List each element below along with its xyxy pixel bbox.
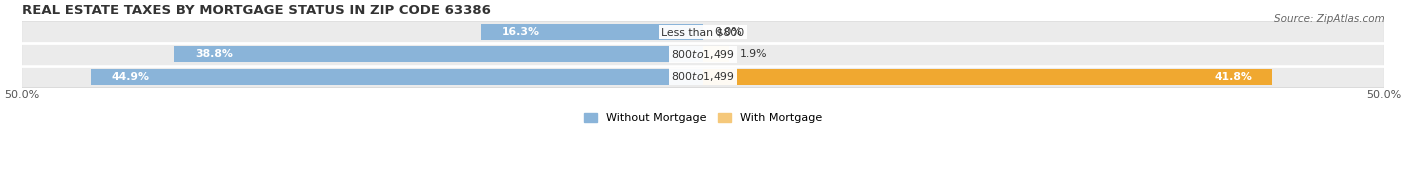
Bar	[703, 46, 728, 62]
FancyBboxPatch shape	[21, 43, 1385, 66]
Bar	[174, 46, 703, 62]
FancyBboxPatch shape	[21, 65, 1385, 88]
Text: 16.3%: 16.3%	[502, 27, 540, 37]
Text: $800 to $1,499: $800 to $1,499	[671, 70, 735, 83]
Text: 38.8%: 38.8%	[195, 49, 233, 59]
FancyBboxPatch shape	[21, 21, 1385, 43]
Bar	[91, 69, 703, 85]
Text: 41.8%: 41.8%	[1215, 72, 1253, 82]
Text: $800 to $1,499: $800 to $1,499	[671, 48, 735, 61]
Text: 1.9%: 1.9%	[740, 49, 768, 59]
Text: Source: ZipAtlas.com: Source: ZipAtlas.com	[1274, 14, 1385, 24]
Text: REAL ESTATE TAXES BY MORTGAGE STATUS IN ZIP CODE 63386: REAL ESTATE TAXES BY MORTGAGE STATUS IN …	[21, 4, 491, 17]
Text: Less than $800: Less than $800	[661, 27, 745, 37]
Bar	[481, 24, 703, 40]
Bar	[703, 69, 1272, 85]
Text: 44.9%: 44.9%	[111, 72, 149, 82]
Text: 0.0%: 0.0%	[714, 27, 741, 37]
Legend: Without Mortgage, With Mortgage: Without Mortgage, With Mortgage	[583, 113, 823, 123]
